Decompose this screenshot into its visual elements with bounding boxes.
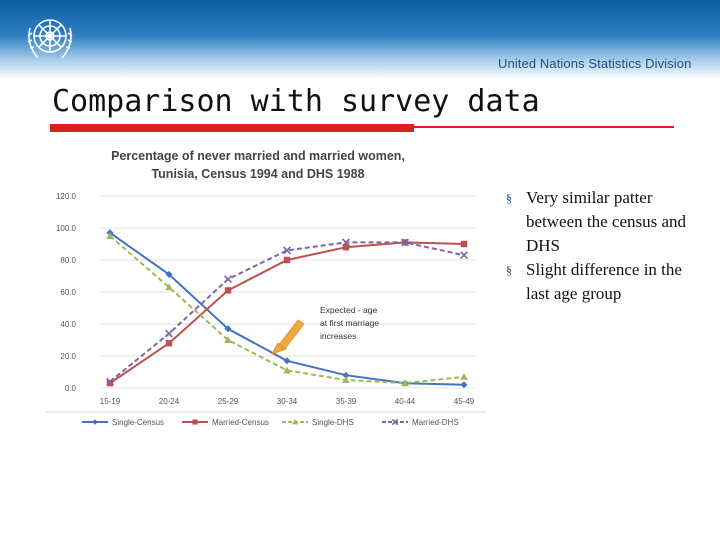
data-point	[342, 244, 350, 251]
legend-marker	[92, 419, 98, 425]
header-band	[0, 0, 720, 80]
x-tick-label: 15-19	[100, 397, 121, 406]
data-point	[283, 366, 291, 374]
data-point	[342, 371, 350, 379]
data-point	[106, 380, 114, 387]
title-underline-thin	[414, 126, 674, 128]
chart-title-line-1: Percentage of never married and married …	[111, 149, 405, 163]
annotation: Expected - age at first marriage increas…	[271, 305, 379, 355]
annotation-arrow-icon	[271, 319, 305, 355]
data-point	[224, 325, 232, 333]
division-name: United Nations Statistics Division	[498, 56, 692, 71]
data-point	[342, 238, 350, 247]
annotation-line-3: increases	[320, 331, 356, 341]
title-underline-thick	[50, 124, 414, 132]
data-point	[106, 232, 114, 240]
data-point	[165, 283, 173, 291]
legend-marker	[192, 419, 198, 425]
legend-label: Single-DHS	[312, 418, 354, 427]
bullet-item: § Slight difference in the last age grou…	[506, 258, 706, 306]
data-point	[401, 379, 409, 387]
y-tick-label: 0.0	[65, 384, 77, 393]
data-point	[165, 340, 173, 347]
y-tick-label: 20.0	[60, 352, 76, 361]
annotation-line-2: at first marriage	[320, 318, 379, 328]
x-tick-label: 25-29	[218, 397, 239, 406]
data-point	[224, 287, 232, 294]
y-tick-label: 60.0	[60, 288, 76, 297]
x-tick-label: 40-44	[395, 397, 416, 406]
bullet-text: Slight difference in the last age group	[526, 260, 682, 303]
data-point	[224, 336, 232, 344]
bullet-marker: §	[506, 263, 512, 277]
bullet-item: § Very similar patter between the census…	[506, 186, 706, 258]
legend: Single-Census Married-Census Single-DHS Mar…	[82, 418, 459, 427]
data-point	[401, 238, 409, 247]
data-point	[165, 329, 173, 338]
bullet-list: § Very similar patter between the census…	[506, 186, 706, 306]
data-point	[460, 373, 468, 380]
data-point	[283, 357, 291, 365]
x-tick-label: 20-24	[159, 397, 180, 406]
legend-marker	[391, 418, 399, 426]
bullet-marker: §	[506, 191, 512, 205]
annotation-line-1: Expected - age	[320, 305, 377, 315]
bullet-text: Very similar patter between the census a…	[526, 188, 687, 255]
y-tick-label: 40.0	[60, 320, 76, 329]
x-tick-label: 30-34	[277, 397, 298, 406]
slide-title: Comparison with survey data	[52, 84, 540, 119]
line-chart: Percentage of never married and married …	[46, 149, 486, 427]
legend-label: Married-DHS	[412, 418, 459, 427]
data-point	[224, 275, 232, 284]
data-point	[283, 246, 291, 255]
x-tick-label: 45-49	[454, 397, 475, 406]
y-tick-label: 120.0	[56, 192, 77, 201]
legend-marker	[291, 418, 299, 425]
chart-title-line-2: Tunisia, Census 1994 and DHS 1988	[151, 167, 364, 181]
data-point	[460, 381, 468, 389]
data-point	[460, 240, 468, 248]
y-tick-label: 100.0	[56, 224, 77, 233]
data-point	[106, 377, 114, 386]
un-emblem-icon	[27, 19, 73, 59]
legend-label: Single-Census	[112, 418, 164, 427]
x-tick-label: 35-39	[336, 397, 357, 406]
data-point	[342, 376, 350, 384]
y-tick-label: 80.0	[60, 256, 76, 265]
data-point	[460, 251, 468, 260]
legend-label: Married-Census	[212, 418, 269, 427]
data-point	[283, 256, 291, 264]
data-point	[165, 270, 173, 278]
